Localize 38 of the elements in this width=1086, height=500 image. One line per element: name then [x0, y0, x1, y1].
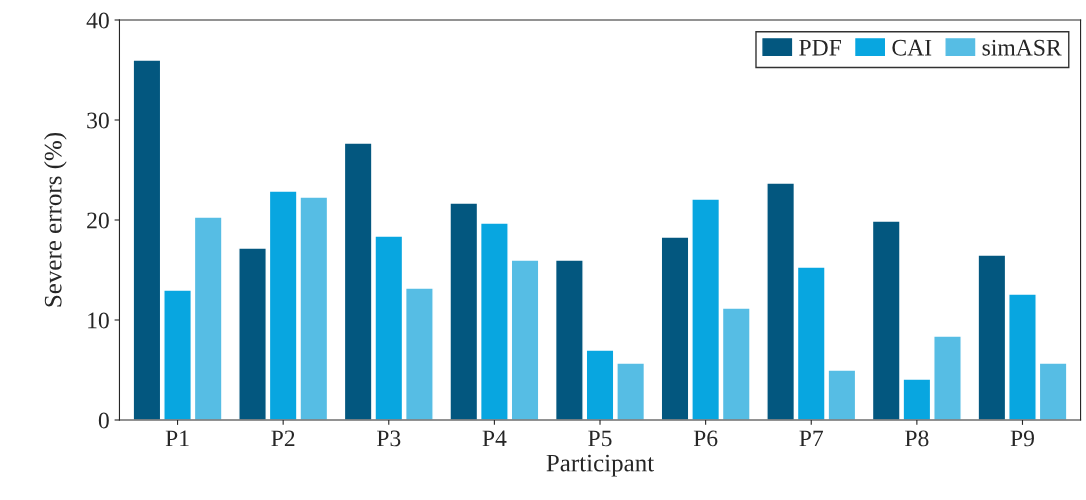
bar — [585, 349, 615, 420]
y-axis-title: Severe errors (%) — [44, 132, 67, 307]
bar — [193, 216, 223, 420]
legend-label: simASR — [982, 39, 1062, 56]
x-tick-label: P2 — [271, 430, 295, 447]
bar — [660, 236, 690, 420]
y-tick-label: 0 — [98, 412, 109, 429]
x-tick-label: P9 — [1010, 430, 1034, 447]
x-tick-label: P4 — [482, 430, 507, 447]
bar — [766, 182, 796, 420]
bar — [132, 59, 162, 420]
bar — [554, 259, 584, 420]
y-tick-label: 20 — [87, 212, 109, 229]
x-tick-label: P6 — [693, 430, 718, 447]
bar — [449, 202, 479, 420]
legend-label: CAI — [892, 39, 932, 56]
bar — [933, 335, 962, 420]
bar — [977, 254, 1007, 420]
bar — [1038, 362, 1068, 420]
bar — [616, 362, 646, 420]
bar — [238, 247, 267, 420]
bar — [1008, 293, 1037, 420]
x-tick-label: P8 — [905, 430, 929, 447]
bar — [510, 259, 540, 420]
bar — [721, 307, 751, 420]
x-tick-label: P1 — [165, 430, 189, 447]
bar — [691, 198, 721, 420]
x-axis-title: Participant — [546, 454, 655, 477]
legend-label: PDF — [799, 39, 841, 56]
y-tick-label: 30 — [87, 112, 109, 129]
y-tick-label: 40 — [86, 12, 109, 29]
x-tick-label: P3 — [376, 430, 401, 447]
bar — [163, 289, 192, 420]
bar — [479, 222, 509, 420]
bar — [404, 287, 434, 420]
y-tick-label: 10 — [88, 312, 109, 329]
x-tick-label: P7 — [799, 430, 824, 447]
x-tick-label: P5 — [588, 430, 612, 447]
